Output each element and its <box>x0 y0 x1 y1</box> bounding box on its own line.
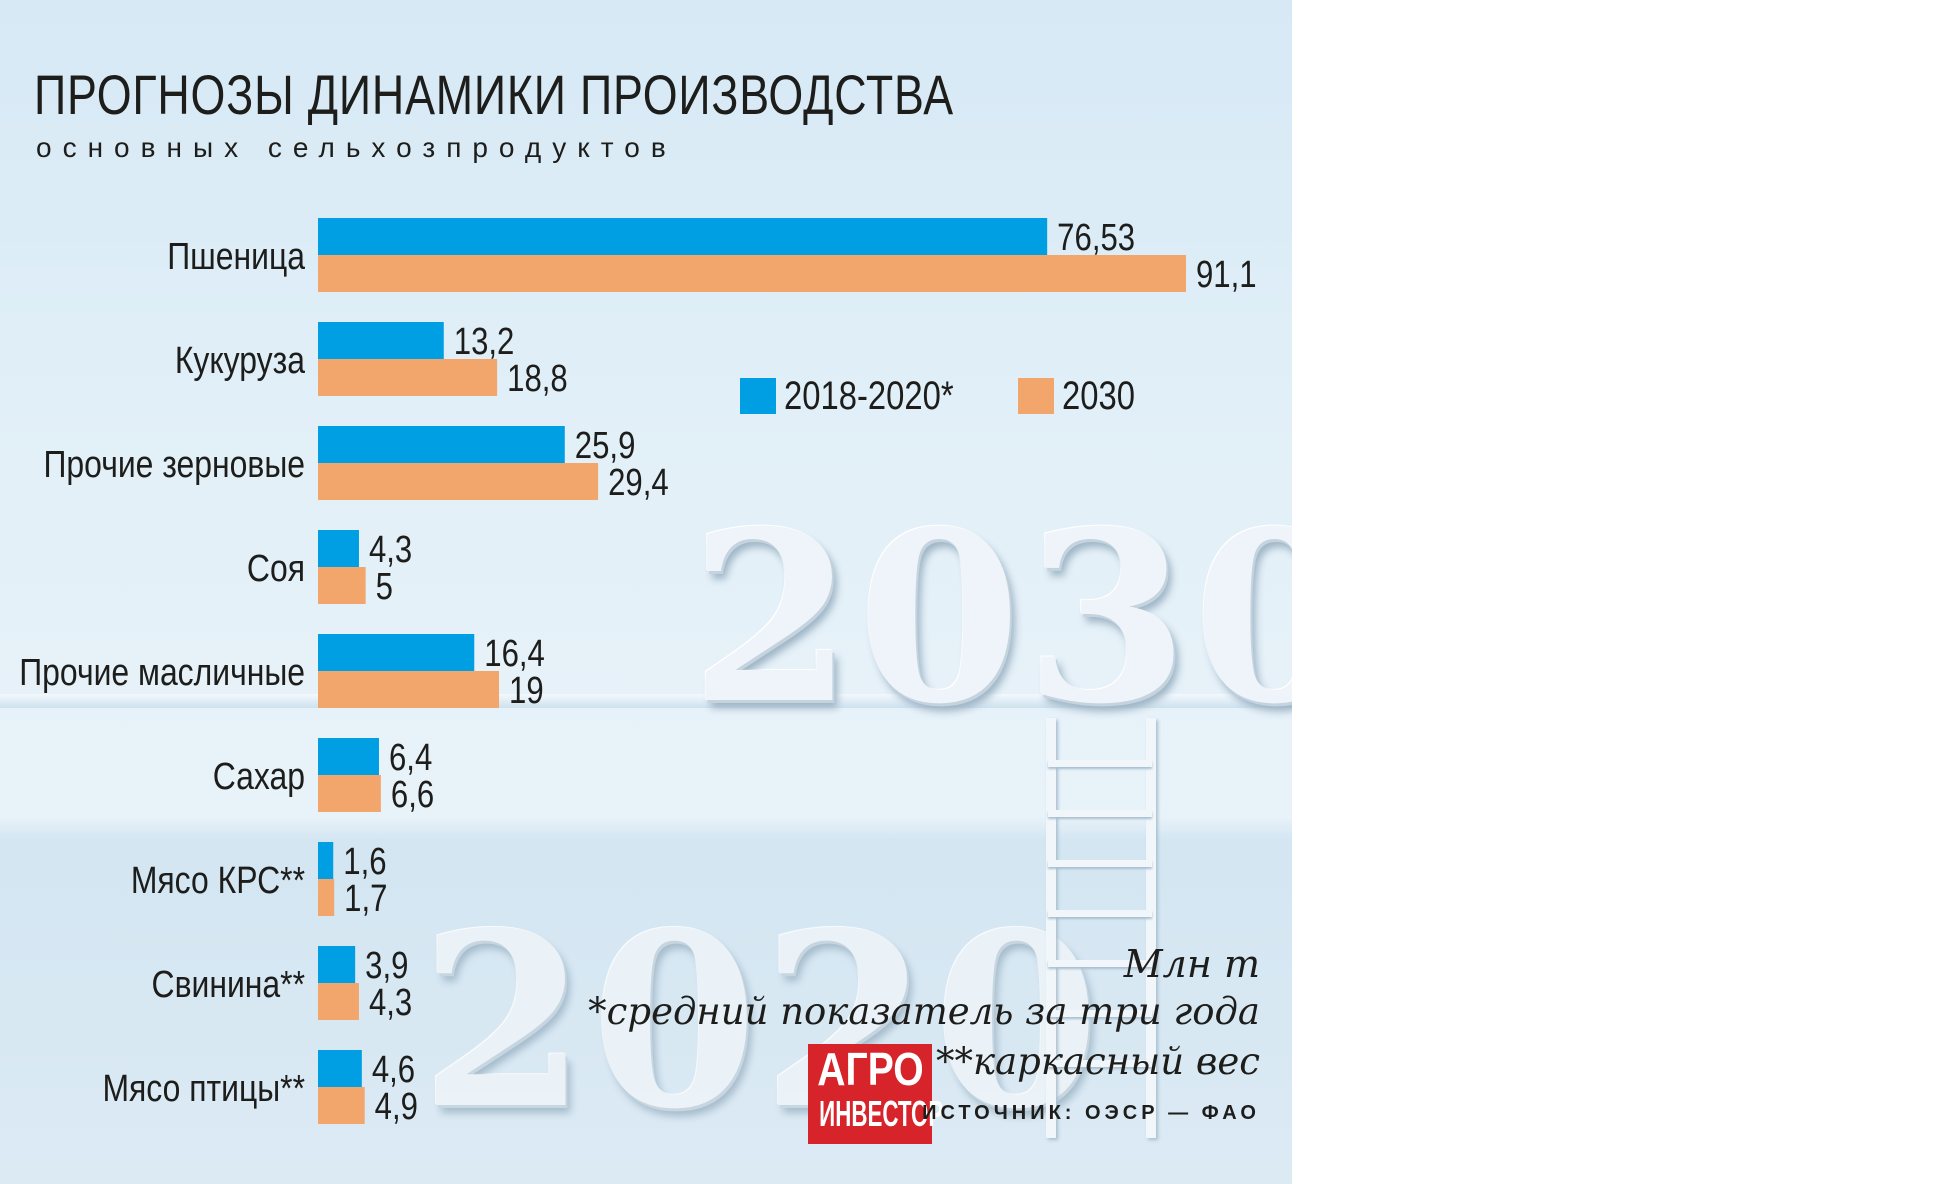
value-label: 19 <box>509 670 544 712</box>
value-label: 6,6 <box>391 774 434 816</box>
value-label: 13,2 <box>454 321 515 363</box>
bar-2030 <box>318 879 335 916</box>
page-subtitle: основных сельхозпродуктов <box>36 132 677 163</box>
value-label: 4,3 <box>369 982 412 1024</box>
page-title: ПРОГНОЗЫ ДИНАМИКИ ПРОИЗВОДСТВА <box>34 63 954 126</box>
bar-2018-2020 <box>318 738 379 775</box>
year-2030-figure: 2030 <box>690 480 1292 756</box>
bar-2030 <box>318 255 1186 292</box>
value-label: 1,6 <box>343 841 386 883</box>
value-label: 4,6 <box>372 1049 415 1091</box>
bar-2018-2020 <box>318 842 334 879</box>
category-label: Прочие масличные <box>19 651 305 693</box>
footnote-carcass: **каркасный вес <box>936 1040 1260 1083</box>
bar-2018-2020 <box>318 426 565 463</box>
bar-2030 <box>318 567 366 604</box>
year-2020-figure: 2020 <box>420 880 1104 1162</box>
footnote-average: *средний показатель за три года <box>588 990 1260 1033</box>
bar-group: Кукуруза 13,218,8 <box>175 321 568 400</box>
bar-2018-2020 <box>318 322 444 359</box>
bar-group: Мясо птицы** 4,64,9 <box>102 1049 418 1128</box>
value-label: 91,1 <box>1196 254 1257 296</box>
bar-2018-2020 <box>318 218 1048 255</box>
value-label: 1,7 <box>344 878 387 920</box>
bar-2018-2020 <box>318 634 475 671</box>
legend-label-series-a: 2018-2020* <box>784 373 954 418</box>
value-label: 3,9 <box>365 945 408 987</box>
value-label: 18,8 <box>507 358 568 400</box>
value-label: 4,9 <box>375 1086 418 1128</box>
bar-group: Мясо КРС** 1,61,7 <box>131 841 388 920</box>
category-label: Мясо птицы** <box>102 1067 305 1109</box>
category-label: Соя <box>247 547 305 589</box>
logo-line-2: ИНВЕСТОР <box>819 1093 944 1134</box>
value-label: 4,3 <box>369 529 412 571</box>
infographic-panel: 2030 2020 ПРОГНОЗЫ ДИНАМИКИ ПРОИЗВОДСТВА… <box>0 0 1292 1184</box>
source-note: ИСТОЧНИК: ОЭСР — ФАО <box>922 1102 1260 1124</box>
value-label: 16,4 <box>484 633 545 675</box>
category-label: Прочие зерновые <box>43 443 305 485</box>
bar-chart: Пшеница 76,53 91,1 Кукуруза 13,218,8 Прочие з… <box>19 217 1256 1128</box>
logo-line-1: АГРО <box>817 1043 924 1095</box>
legend-label-series-b: 2030 <box>1062 373 1135 418</box>
bar-group: Свинина** 3,94,3 <box>152 945 413 1024</box>
category-label: Мясо КРС** <box>131 859 305 901</box>
category-label: Свинина** <box>152 963 306 1005</box>
bar-2030 <box>318 1087 365 1124</box>
agroinvestor-logo: АГРО ИНВЕСТОР <box>808 1043 944 1144</box>
legend-swatch-series-a <box>740 378 776 415</box>
bar-group: Сахар 6,46,6 <box>213 737 434 816</box>
bar-2030 <box>318 775 381 812</box>
bar-group: Прочие масличные 16,419 <box>19 633 545 712</box>
value-label: 6,4 <box>389 737 432 779</box>
value-label: 76,53 <box>1057 217 1135 259</box>
blank-area <box>1292 0 1956 1184</box>
bar-group: Пшеница 76,53 91,1 <box>167 217 1256 296</box>
category-label: Сахар <box>213 755 305 797</box>
category-label: Пшеница <box>167 235 305 277</box>
bar-2030 <box>318 671 500 708</box>
value-label: 25,9 <box>575 425 636 467</box>
legend-item-series-a: 2018-2020* <box>740 372 991 418</box>
bar-2030 <box>318 359 498 396</box>
bar-group: Соя 4,35 <box>247 529 412 608</box>
legend-swatch-series-b <box>1018 378 1054 415</box>
legend-item-series-b: 2030 <box>1018 372 1151 418</box>
category-label: Кукуруза <box>175 339 306 381</box>
bar-2018-2020 <box>318 946 356 983</box>
value-label: 5 <box>376 566 393 608</box>
bar-2018-2020 <box>318 530 359 567</box>
bar-2030 <box>318 983 359 1020</box>
unit-note: Млн т <box>1123 942 1260 986</box>
bar-2030 <box>318 463 599 500</box>
bar-2018-2020 <box>318 1050 362 1087</box>
value-label: 29,4 <box>608 462 669 504</box>
bar-group: Прочие зерновые 25,929,4 <box>43 425 668 504</box>
